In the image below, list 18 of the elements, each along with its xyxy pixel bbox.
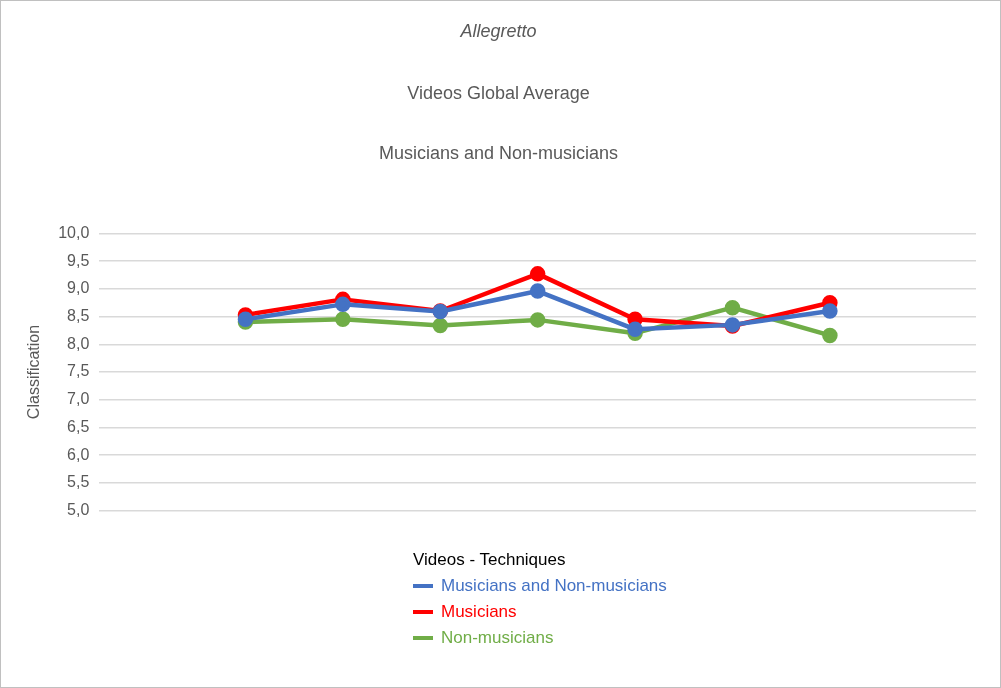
legend-title: Videos - Techniques xyxy=(413,549,567,571)
text: Videos Global Average Musicians and Non-musicians xyxy=(378,83,619,163)
y-tick-label: 7,0 xyxy=(67,390,90,408)
y-tick-label: 9,5 xyxy=(67,251,90,269)
chart-title: Allegretto xyxy=(459,20,537,41)
y-tick-label: 8,5 xyxy=(67,306,90,324)
y-tick-label: 7,5 xyxy=(67,362,90,380)
y-tick-label: 6,5 xyxy=(67,417,90,435)
legend-label: Musicians and Non-musicians xyxy=(441,575,667,597)
legend-label: Non-musicians xyxy=(441,627,554,649)
y-tick-label: 8,0 xyxy=(67,334,90,352)
y-tick-label: 6,0 xyxy=(67,445,90,463)
legend-label: Musicians xyxy=(441,601,517,623)
y-tick-label: 5,5 xyxy=(67,473,90,491)
y-tick-label: 5,0 xyxy=(67,501,90,519)
y-axis-title: Classification xyxy=(25,324,43,420)
y-tick-label: 10,0 xyxy=(58,223,90,241)
y-tick-label: 9,0 xyxy=(67,279,90,297)
